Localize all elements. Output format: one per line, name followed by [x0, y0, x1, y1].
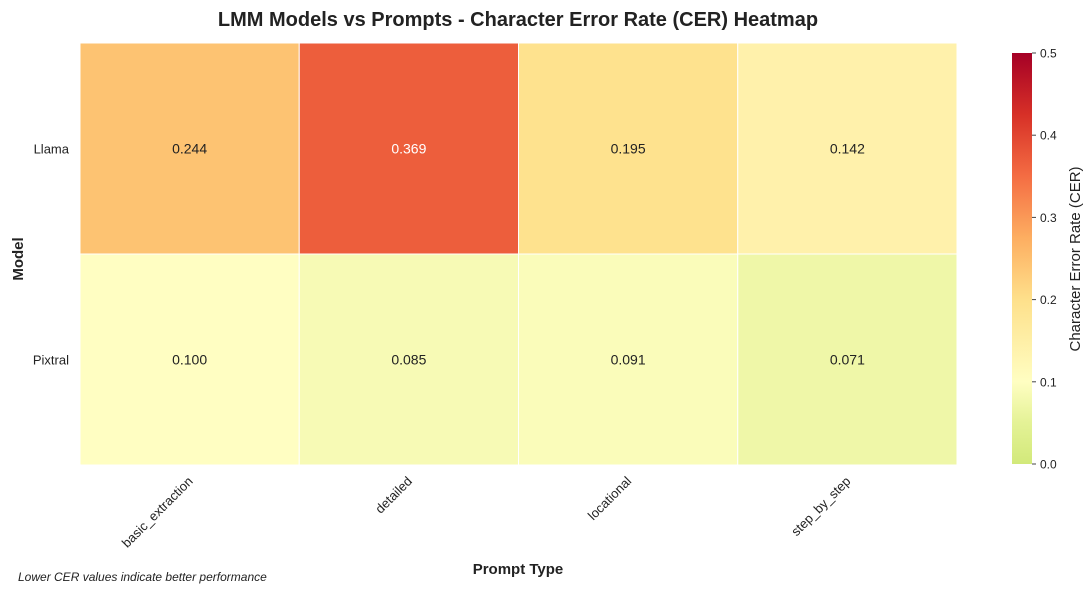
heatmap-cell-llama-basic_extraction	[79, 42, 300, 255]
heatmap-cell-pixtral-locational	[518, 253, 739, 466]
cell-value-label: 0.142	[830, 141, 865, 157]
cell-value-label: 0.369	[391, 141, 426, 157]
x-axis-label: Prompt Type	[473, 561, 564, 578]
heatmap-cell-pixtral-step_by_step	[737, 253, 958, 466]
heatmap-cell-llama-locational	[518, 42, 739, 255]
colorbar-tick-label: 0.2	[1040, 293, 1057, 307]
y-tick-labels: Llama Pixtral	[33, 142, 70, 368]
heatmap-cell-llama-step_by_step	[737, 42, 958, 255]
y-tick-label: Pixtral	[33, 353, 69, 368]
colorbar-tick-label: 0.1	[1040, 375, 1057, 389]
heatmap-cells: 0.244 0.369 0.195 0.142 0.100 0.085 0.091 0.071	[79, 42, 958, 466]
colorbar-label: Character Error Rate (CER)	[1067, 166, 1084, 351]
y-axis-label: Model	[10, 237, 27, 280]
heatmap-cell-pixtral-detailed	[298, 253, 519, 466]
cell-value-label: 0.071	[830, 352, 865, 368]
colorbar-tick-label: 0.5	[1040, 47, 1057, 61]
heatmap-cell-pixtral-basic_extraction	[79, 253, 300, 466]
colorbar-tick-label: 0.3	[1040, 211, 1057, 225]
cell-value-label: 0.091	[611, 352, 646, 368]
colorbar-tick-label: 0.0	[1040, 458, 1057, 472]
cell-value-label: 0.244	[172, 141, 207, 157]
cell-value-label: 0.100	[172, 352, 207, 368]
y-tick-label: Llama	[34, 142, 70, 157]
x-tick-label: step_by_step	[788, 474, 853, 539]
cell-value-label: 0.085	[391, 352, 426, 368]
x-tick-label: detailed	[372, 474, 415, 517]
cell-value-label: 0.195	[611, 141, 646, 157]
colorbar-ticks: 0.0 0.1 0.2 0.3 0.4 0.5	[1032, 47, 1057, 472]
x-tick-label: locational	[585, 473, 635, 523]
colorbar	[1012, 53, 1032, 464]
chart-title: LMM Models vs Prompts - Character Error …	[218, 9, 818, 31]
colorbar-tick-label: 0.4	[1040, 129, 1057, 143]
heatmap-cell-llama-detailed	[298, 42, 519, 255]
x-tick-label: basic_extraction	[119, 474, 196, 551]
x-tick-labels: basic_extraction detailed locational step_b…	[119, 473, 854, 550]
footnote: Lower CER values indicate better perform…	[18, 570, 267, 584]
